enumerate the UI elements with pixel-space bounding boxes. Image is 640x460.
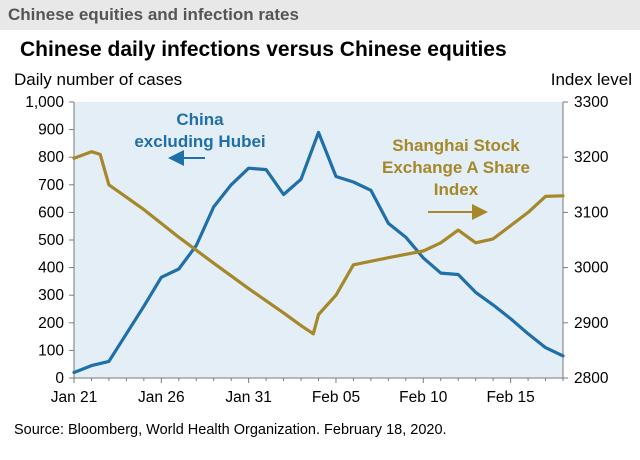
- left-tick-label: 100: [38, 342, 64, 359]
- shanghai-series-label: Exchange A Share: [382, 158, 530, 177]
- left-tick-label: 600: [38, 204, 64, 221]
- china-ex-hubei-line: [72, 130, 565, 375]
- left-tick-label: 700: [38, 177, 64, 194]
- right-tick-label: 3200: [574, 149, 609, 166]
- shanghai-series-label: Index: [434, 180, 479, 199]
- right-tick-label: 3300: [574, 94, 609, 111]
- left-tick-label: 0: [55, 370, 64, 387]
- left-tick-label: 800: [38, 149, 64, 166]
- left-tick-label: 900: [38, 122, 64, 139]
- header-band: Chinese equities and infection rates: [0, 0, 640, 30]
- left-tick-label: 300: [38, 287, 64, 304]
- annotation-layer: China excluding Hubei Shanghai Stock Exchan…: [134, 110, 530, 220]
- left-axis: 0 100 200 300 400 500 600 700 800 900 1,000: [25, 94, 75, 387]
- chart-title: Chinese daily infections versus Chinese …: [20, 38, 507, 61]
- header-title: Chinese equities and infection rates: [8, 5, 299, 24]
- x-tick-label: Feb 05: [312, 389, 360, 406]
- series-layer: [72, 130, 565, 375]
- left-tick-label: 400: [38, 260, 64, 277]
- x-tick-label: Feb 10: [399, 389, 448, 406]
- china-series-label: excluding Hubei: [134, 132, 265, 151]
- shanghai-series-label: Shanghai Stock: [392, 136, 520, 155]
- left-axis-title: Daily number of cases: [14, 70, 183, 89]
- right-tick-label: 2900: [574, 315, 609, 332]
- x-tick-label: Jan 21: [51, 389, 98, 406]
- left-tick-label: 200: [38, 315, 64, 332]
- shanghai-index-line: [72, 150, 565, 336]
- right-axis-title: Index level: [550, 70, 632, 89]
- x-tick-label: Jan 26: [138, 389, 185, 406]
- x-axis: Jan 21 Jan 26 Jan 31 Feb 05 Feb 10 Feb 15: [51, 377, 564, 406]
- china-series-label: China: [176, 110, 224, 129]
- right-tick-label: 2800: [574, 370, 609, 387]
- right-tick-label: 3000: [574, 260, 609, 277]
- right-tick-label: 3100: [574, 204, 609, 221]
- source-note: Source: Bloomberg, World Health Organiza…: [14, 422, 447, 438]
- left-tick-label: 1,000: [25, 94, 64, 111]
- left-tick-label: 500: [38, 232, 64, 249]
- x-tick-label: Feb 15: [486, 389, 534, 406]
- right-axis: 2800 2900 3000 3100 3200 3300: [562, 94, 609, 387]
- x-tick-label: Jan 31: [225, 389, 272, 406]
